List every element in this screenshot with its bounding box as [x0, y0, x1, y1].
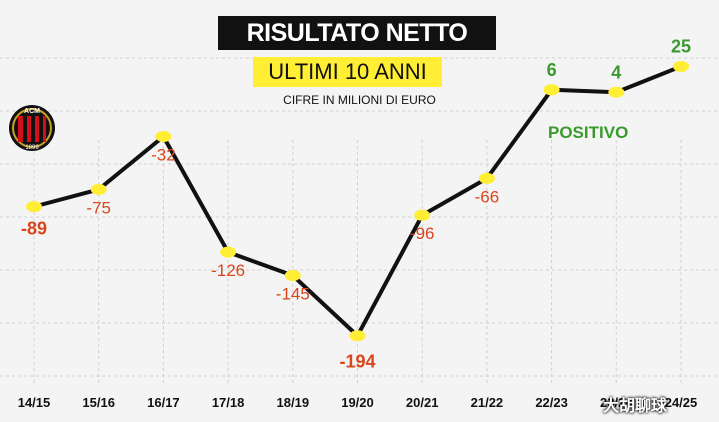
data-point: [284, 269, 301, 281]
x-tick-label: 21/22: [471, 395, 504, 410]
chart-subtitle: ULTIMI 10 ANNI: [253, 57, 442, 87]
data-point: [349, 330, 366, 342]
data-label: -96: [410, 224, 435, 243]
data-label: 25: [671, 36, 691, 56]
data-point: [155, 131, 172, 143]
data-point: [478, 172, 495, 184]
data-label: -126: [211, 261, 245, 280]
x-tick-label: 23/24: [600, 395, 633, 410]
units-note: CIFRE IN MILIONI DI EURO: [283, 93, 436, 107]
data-point: [414, 209, 431, 221]
data-label: 6: [547, 60, 557, 80]
data-label: -66: [475, 187, 500, 206]
data-point: [543, 84, 560, 96]
positive-label: POSITIVO: [548, 123, 629, 142]
x-tick-label: 19/20: [341, 395, 374, 410]
data-label: -32: [151, 146, 176, 165]
data-label: -75: [86, 198, 111, 217]
data-point: [90, 183, 107, 195]
x-tick-label: 20/21: [406, 395, 439, 410]
x-tick-label: 16/17: [147, 395, 180, 410]
svg-text:ACM: ACM: [24, 108, 40, 115]
x-tick-label: 24/25: [665, 395, 698, 410]
svg-text:1899: 1899: [25, 145, 39, 151]
data-label: -89: [21, 219, 47, 239]
data-label: -194: [339, 352, 375, 372]
club-logo: ACM 1899: [9, 105, 55, 151]
x-tick-label: 22/23: [535, 395, 568, 410]
x-tick-label: 18/19: [277, 395, 310, 410]
watermark: 大胡聊球: [603, 398, 668, 415]
data-point: [608, 86, 625, 98]
data-point: [26, 201, 42, 213]
x-tick-label: 15/16: [82, 395, 115, 410]
x-tick-label: 17/18: [212, 395, 245, 410]
data-label: -145: [276, 284, 310, 303]
data-point: [673, 60, 689, 72]
chart-title: RISULTATO NETTO: [218, 16, 496, 50]
x-tick-label: 14/15: [18, 395, 51, 410]
data-label: 4: [611, 62, 621, 82]
data-point: [220, 246, 237, 258]
